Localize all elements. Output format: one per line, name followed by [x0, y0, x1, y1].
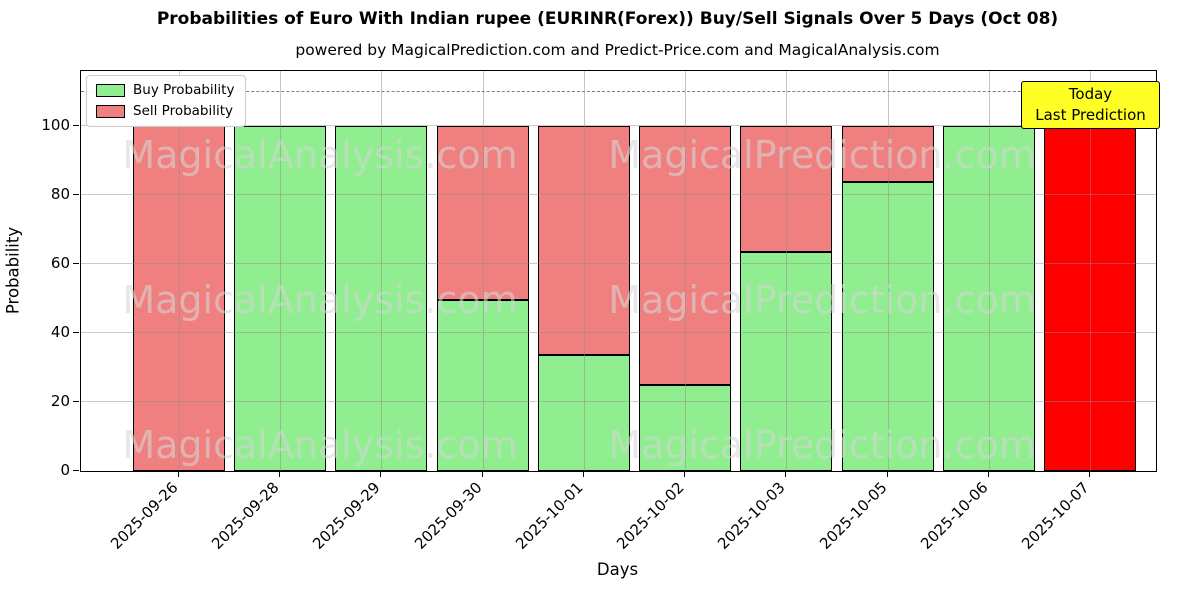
- x-tick: [481, 471, 483, 477]
- gridline-horizontal: [81, 401, 1156, 402]
- gridline-vertical: [381, 71, 383, 471]
- plot-area: [80, 70, 1157, 472]
- x-tick-label: 2025-10-02: [613, 478, 688, 553]
- x-tick-label: 2025-09-29: [309, 478, 384, 553]
- x-tick-label: 2025-10-05: [815, 478, 891, 553]
- y-tick: [73, 194, 79, 195]
- y-tick-label: 40: [50, 323, 70, 341]
- legend-item-buy: Buy Probability: [96, 83, 234, 98]
- y-tick-label: 60: [50, 254, 70, 272]
- y-tick-label: 20: [50, 392, 70, 410]
- x-tick: [177, 471, 179, 477]
- x-tick-label: 2025-10-01: [512, 478, 587, 553]
- legend-label-sell: Sell Probability: [133, 103, 234, 119]
- gridline-vertical: [887, 71, 889, 471]
- y-tick-label: 0: [60, 461, 70, 479]
- x-tick-label: 2025-10-07: [1018, 478, 1093, 553]
- x-tick: [988, 471, 990, 477]
- y-tick: [73, 470, 79, 471]
- dashed-threshold-line: [81, 90, 1156, 92]
- today-annotation: Today Last Prediction: [1021, 81, 1160, 129]
- x-tick-label: 2025-09-30: [410, 478, 486, 553]
- x-tick-label: 2025-09-26: [106, 478, 182, 553]
- y-axis-label: Probability: [3, 226, 23, 315]
- legend: Buy Probability Sell Probability: [86, 75, 247, 127]
- x-tick: [1089, 471, 1091, 477]
- x-tick: [886, 471, 888, 477]
- x-axis-label: Days: [596, 560, 639, 579]
- x-tick-label: 2025-10-06: [917, 478, 992, 553]
- gridline-horizontal: [81, 194, 1156, 195]
- gridline-vertical: [178, 71, 180, 471]
- gridline-horizontal: [81, 125, 1156, 126]
- y-tick: [73, 263, 79, 264]
- sell-swatch-icon: [96, 105, 125, 118]
- gridline-vertical: [482, 71, 484, 471]
- gridline-horizontal: [81, 332, 1156, 333]
- gridline-vertical: [989, 71, 991, 471]
- x-tick: [785, 471, 787, 477]
- gridline-vertical: [685, 71, 687, 471]
- x-tick: [380, 471, 382, 477]
- gridline-vertical: [279, 71, 281, 471]
- y-tick-label: 100: [41, 116, 70, 134]
- legend-label-buy: Buy Probability: [133, 82, 235, 98]
- chart-title: Probabilities of Euro With Indian rupee …: [156, 9, 1059, 29]
- legend-item-sell: Sell Probability: [96, 104, 234, 119]
- y-tick-label: 80: [50, 185, 70, 203]
- gridline-horizontal: [81, 263, 1156, 264]
- x-tick-label: 2025-09-28: [208, 478, 283, 553]
- today-annotation-line1: Today: [1068, 85, 1113, 103]
- gridline-vertical: [1090, 71, 1092, 471]
- x-tick: [582, 471, 584, 477]
- x-tick: [684, 471, 686, 477]
- chart-subtitle: powered by MagicalPrediction.com and Pre…: [295, 41, 940, 59]
- y-tick: [73, 332, 79, 333]
- buy-swatch-icon: [96, 84, 125, 97]
- gridline-vertical: [786, 71, 788, 471]
- x-tick-label: 2025-10-03: [714, 478, 789, 553]
- y-tick: [73, 125, 79, 126]
- today-annotation-line2: Last Prediction: [1035, 106, 1146, 124]
- gridline-vertical: [583, 71, 585, 471]
- x-tick: [278, 471, 280, 477]
- y-tick: [73, 401, 79, 402]
